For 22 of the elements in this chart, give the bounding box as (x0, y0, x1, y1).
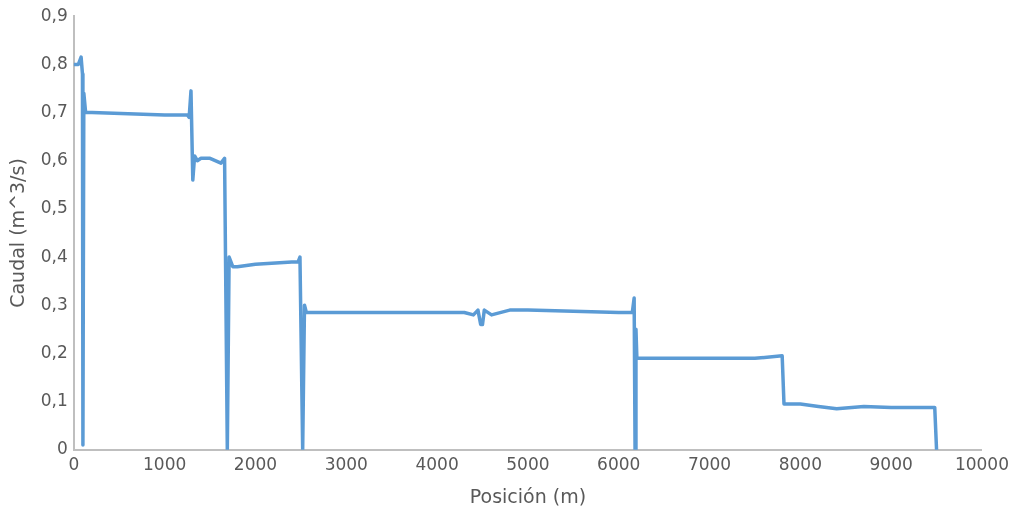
x-tick-label: 10000 (954, 454, 1010, 475)
y-tick-label: 0,3 (40, 293, 68, 314)
x-tick-label: 4000 (415, 454, 459, 475)
x-tick-label: 6000 (597, 454, 641, 475)
y-tick-label: 0,8 (40, 52, 68, 73)
x-tick-label: 8000 (778, 454, 822, 475)
y-tick-label: 0,6 (40, 149, 68, 170)
x-tick-label: 9000 (869, 454, 913, 475)
y-axis-title: Caudal (m^3/s) (6, 158, 29, 308)
x-tick-label: 1000 (143, 454, 187, 475)
y-tick-label: 0,5 (40, 197, 68, 218)
y-tick-label: 0,4 (40, 245, 68, 266)
y-tick-label: 0,2 (40, 341, 68, 362)
y-tick-label: 0,9 (40, 4, 68, 25)
y-tick-label: 0 (57, 438, 68, 459)
y-tick-label: 0,7 (40, 100, 68, 121)
x-tick-label: 3000 (324, 454, 368, 475)
x-tick-label: 7000 (687, 454, 732, 475)
y-tick-label: 0,1 (40, 390, 68, 411)
x-axis-title: Posición (m) (469, 484, 587, 507)
x-tick-label: 2000 (233, 454, 278, 475)
x-tick-label: 5000 (506, 454, 550, 475)
